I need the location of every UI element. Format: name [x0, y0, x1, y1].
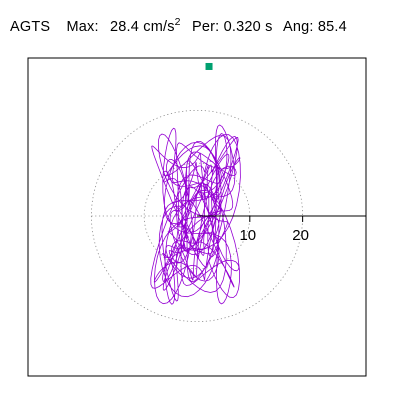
max-unit-exponent: 2	[174, 16, 181, 28]
angle-label: Ang:	[283, 19, 314, 35]
peak-marker	[205, 62, 213, 70]
angle-value: 85.4	[317, 19, 347, 35]
axis-tick-label-10: 10	[239, 227, 256, 244]
axis-tick-label-20: 20	[292, 227, 309, 244]
max-value: 28.4	[109, 19, 140, 35]
period-value: 0.320 s	[223, 19, 273, 35]
marker-layer	[205, 62, 213, 70]
max-label: Max:	[66, 19, 99, 35]
station-code: AGTS	[10, 19, 51, 35]
label-layer: 10 20	[239, 216, 309, 244]
chart-header: AGTS Max: 28.4 cm/s2 Per: 0.320 s Ang: 8…	[10, 16, 347, 38]
period-label: Per:	[191, 19, 220, 35]
plot-frame	[27, 57, 367, 377]
orbit-layer	[150, 124, 241, 305]
max-unit: cm/s	[143, 19, 175, 35]
orbit-trace	[150, 124, 241, 305]
